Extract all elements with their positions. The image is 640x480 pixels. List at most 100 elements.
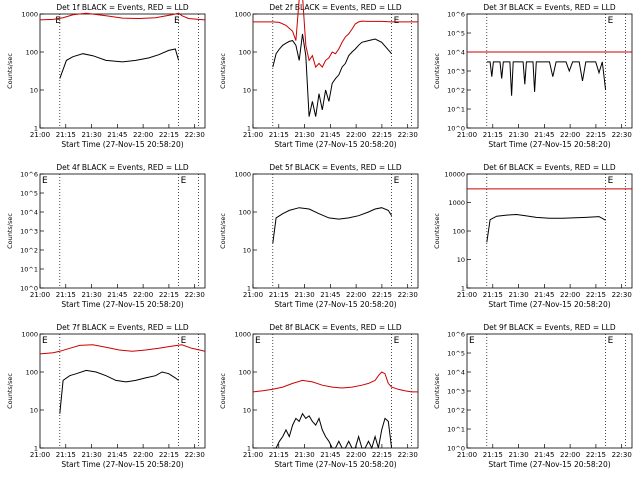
y-tick-label: 1: [34, 125, 38, 133]
y-tick-label: 1000: [234, 171, 251, 179]
x-tick-label: 22:00: [133, 131, 153, 139]
x-tick-label: 22:15: [159, 131, 179, 139]
y-tick-label: 100: [26, 49, 38, 57]
y-tick-label: 10^0: [447, 125, 465, 133]
event-marker: E: [394, 16, 400, 26]
y-axis-label: Counts/sec: [433, 53, 441, 89]
x-tick-label: 21:15: [269, 131, 289, 139]
y-tick-label: 10^3: [447, 68, 465, 76]
y-tick-label: 10^6: [20, 171, 38, 179]
x-tick-label: 21:00: [457, 131, 477, 139]
event-marker: E: [42, 176, 48, 186]
y-axis-label: Counts/sec: [6, 373, 14, 409]
x-tick-label: 21:15: [56, 131, 76, 139]
chart-panel: Det 9f BLACK = Events, RED = LLD 21:00 21:…: [433, 323, 633, 469]
x-tick-label: 21:30: [508, 451, 528, 459]
y-tick-label: 10: [30, 87, 38, 95]
chart-panel: Det 2f BLACK = Events, RED = LLD 21:00 21:…: [219, 0, 419, 149]
y-tick-label: 100: [239, 209, 251, 217]
y-axis-label: Counts/sec: [433, 373, 441, 409]
x-axis-label: Start Time (27-Nov-15 20:58:20): [488, 460, 610, 469]
chart-panel: Det 6f BLACK = Events, RED = LLD 21:00 21:…: [433, 163, 633, 309]
event-marker: E: [181, 336, 187, 346]
event-marker: E: [42, 336, 48, 346]
x-tick-label: 22:30: [612, 451, 632, 459]
y-tick-label: 10^4: [447, 369, 465, 377]
x-tick-label: 21:30: [508, 131, 528, 139]
x-tick-label: 22:00: [560, 451, 580, 459]
x-tick-label: 21:30: [508, 291, 528, 299]
lld-series-line: [39, 344, 206, 355]
x-tick-label: 21:00: [30, 451, 50, 459]
x-tick-label: 22:15: [372, 291, 392, 299]
x-tick-label: 21:00: [243, 451, 263, 459]
x-tick-label: 21:15: [269, 451, 289, 459]
y-tick-label: 10: [243, 407, 251, 415]
x-tick-label: 21:15: [56, 451, 76, 459]
x-tick-label: 21:15: [269, 291, 289, 299]
x-tick-label: 22:15: [159, 291, 179, 299]
chart-panel: Det 4f BLACK = Events, RED = LLD 21:00 21:…: [6, 163, 206, 309]
y-tick-label: 10^5: [20, 190, 38, 198]
y-tick-label: 10^1: [447, 426, 465, 434]
y-tick-label: 1: [247, 125, 251, 133]
plot-frame: [466, 333, 633, 449]
y-tick-label: 10^4: [447, 49, 465, 57]
lld-series-line: [253, 0, 418, 69]
events-series-line: [272, 207, 393, 244]
y-tick-label: 10000: [444, 171, 465, 179]
y-tick-label: 1: [247, 285, 251, 293]
x-tick-label: 21:30: [294, 291, 314, 299]
event-marker: E: [174, 16, 180, 26]
x-tick-label: 21:45: [320, 451, 340, 459]
y-axis-label: Counts/sec: [219, 373, 227, 409]
y-axis-label: Counts/sec: [433, 213, 441, 249]
x-axis-label: Start Time (27-Nov-15 20:58:20): [61, 300, 183, 309]
x-tick-label: 22:30: [185, 131, 205, 139]
x-tick-label: 22:00: [133, 291, 153, 299]
plot-frame: [39, 173, 206, 289]
y-tick-label: 10^4: [20, 209, 38, 217]
y-tick-label: 10^2: [20, 247, 38, 255]
y-tick-label: 10^0: [447, 445, 465, 453]
y-tick-label: 1: [34, 445, 38, 453]
x-tick-label: 21:30: [294, 131, 314, 139]
event-marker: E: [608, 336, 614, 346]
y-tick-label: 100: [453, 228, 465, 236]
x-tick-label: 21:45: [107, 291, 127, 299]
x-tick-label: 22:30: [185, 451, 205, 459]
x-tick-label: 21:00: [243, 131, 263, 139]
plot-frame: [466, 173, 633, 289]
chart-title: Det 7f BLACK = Events, RED = LLD: [56, 323, 189, 332]
y-tick-label: 10^3: [447, 388, 465, 396]
x-tick-label: 21:00: [457, 451, 477, 459]
y-tick-label: 100: [26, 369, 38, 377]
x-tick-label: 22:00: [133, 451, 153, 459]
x-tick-label: 21:15: [56, 291, 76, 299]
chart-panel: Det 1f BLACK = Events, RED = LLD 21:00 21:…: [6, 3, 206, 149]
y-tick-label: 10: [30, 407, 38, 415]
y-tick-label: 10^1: [20, 266, 38, 274]
chart-title: Det 4f BLACK = Events, RED = LLD: [56, 163, 189, 172]
y-tick-label: 1000: [448, 199, 465, 207]
y-axis-label: Counts/sec: [219, 213, 227, 249]
events-series-line: [59, 48, 180, 79]
event-marker: E: [255, 336, 261, 346]
plot-frame: [252, 173, 419, 289]
y-tick-label: 1000: [21, 331, 38, 339]
y-tick-label: 10^6: [447, 331, 465, 339]
x-tick-label: 21:45: [320, 131, 340, 139]
x-tick-label: 22:30: [398, 451, 418, 459]
plot-frame: [39, 333, 206, 449]
x-tick-label: 22:15: [586, 291, 606, 299]
events-series-line: [486, 61, 607, 96]
y-tick-label: 1000: [21, 11, 38, 19]
y-axis-label: Counts/sec: [6, 213, 14, 249]
events-series-line: [59, 369, 179, 414]
event-marker: E: [55, 16, 61, 26]
y-tick-label: 10^0: [20, 285, 38, 293]
event-marker: E: [608, 16, 614, 26]
x-tick-label: 21:30: [294, 451, 314, 459]
x-axis-label: Start Time (27-Nov-15 20:58:20): [274, 300, 396, 309]
events-series-line: [272, 412, 393, 450]
